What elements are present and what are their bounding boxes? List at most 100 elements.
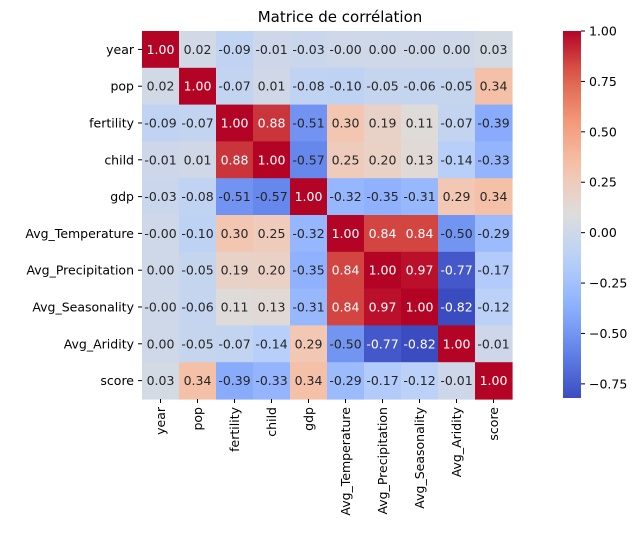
heatmap-cell xyxy=(475,141,513,179)
row-label: pop xyxy=(110,79,134,94)
cell-annotation: -0.03 xyxy=(144,189,176,204)
cell-annotation: 0.01 xyxy=(184,152,212,167)
heatmap-cell xyxy=(216,251,254,290)
heatmap-cell xyxy=(142,288,180,326)
cell-annotation: -0.29 xyxy=(329,373,361,388)
colorbar: −0.75 −0.50 −0.25 0.00 0.25 0.50 0.75 1.00 xyxy=(563,24,627,398)
colorbar-tick-label: 0.25 xyxy=(589,175,617,190)
cell-annotation: -0.06 xyxy=(181,300,213,315)
cell-annotation: 0.19 xyxy=(221,263,249,278)
cell-annotation: -0.17 xyxy=(477,263,509,278)
cell-annotation: -0.29 xyxy=(477,226,509,241)
heatmap-cell xyxy=(401,178,439,216)
heatmap-cell xyxy=(290,215,328,253)
row-label: Avg_Aridity xyxy=(64,336,135,351)
cell-annotation: 1.00 xyxy=(480,373,508,388)
colorbar-tick-label: −0.75 xyxy=(589,376,627,391)
heatmap-cell xyxy=(438,325,476,363)
heatmap-cell xyxy=(438,215,476,253)
heatmap-cell xyxy=(438,141,476,179)
cell-annotation: 0.29 xyxy=(295,336,323,351)
heatmap-cell xyxy=(253,288,291,326)
heatmap-cell xyxy=(438,178,476,216)
cell-annotation: -0.07 xyxy=(181,116,213,131)
heatmap-cell xyxy=(253,31,291,69)
heatmap-cell xyxy=(290,251,328,290)
cell-annotation: -0.07 xyxy=(218,336,250,351)
heatmap-cell xyxy=(364,362,402,400)
cell-annotation: 0.25 xyxy=(258,226,286,241)
cell-annotation: 1.00 xyxy=(369,263,397,278)
chart-title: Matrice de corrélation xyxy=(258,8,423,26)
cell-annotation: -0.82 xyxy=(440,300,472,315)
heatmap-cell xyxy=(401,31,439,69)
cell-annotation: 0.25 xyxy=(332,152,360,167)
cell-annotation: 0.02 xyxy=(147,79,175,94)
heatmap-cell xyxy=(438,31,476,69)
heatmap-cell xyxy=(401,215,439,253)
cell-annotation: -0.33 xyxy=(255,373,287,388)
heatmap-cell xyxy=(401,141,439,179)
cell-annotation: 0.00 xyxy=(147,336,175,351)
cell-annotation: 0.30 xyxy=(221,226,249,241)
heatmap-cell xyxy=(179,288,217,326)
cell-annotation: 1.00 xyxy=(406,300,434,315)
column-label: Avg_Temperature xyxy=(338,407,353,516)
heatmap-cell xyxy=(438,288,476,326)
heatmap-cell xyxy=(216,362,254,400)
cell-annotation: -0.14 xyxy=(440,152,472,167)
column-label: score xyxy=(486,407,501,441)
heatmap-cell xyxy=(327,141,365,179)
cell-annotation: 0.84 xyxy=(332,263,360,278)
cell-annotation: 0.20 xyxy=(258,263,286,278)
column-label: fertility xyxy=(227,406,242,451)
column-label: gdp xyxy=(301,407,316,431)
cell-annotation: -0.09 xyxy=(144,116,176,131)
heatmap-cell xyxy=(475,31,513,69)
cell-annotation: -0.32 xyxy=(292,226,324,241)
heatmap-cell xyxy=(216,215,254,253)
heatmap-cell xyxy=(290,178,328,216)
column-label: pop xyxy=(190,407,205,431)
row-label: year xyxy=(106,42,135,57)
cell-annotation: 1.00 xyxy=(332,226,360,241)
cell-annotation: -0.00 xyxy=(403,42,435,57)
row-label: score xyxy=(100,373,134,388)
heatmap-cell xyxy=(438,251,476,290)
heatmap-cell xyxy=(475,178,513,216)
cell-annotation: -0.10 xyxy=(329,79,361,94)
colorbar-tick-label: −0.50 xyxy=(589,326,627,341)
heatmap-cell xyxy=(475,104,513,142)
heatmap-cell xyxy=(142,141,180,179)
heatmap-cell xyxy=(216,141,254,179)
heatmap-cell xyxy=(290,31,328,69)
heatmap-cell xyxy=(364,251,402,290)
colorbar-tick-label: 0.50 xyxy=(589,124,617,139)
cell-annotation: 1.00 xyxy=(443,336,471,351)
heatmap-cell xyxy=(327,288,365,326)
heatmap-cell xyxy=(253,178,291,216)
heatmap-cell xyxy=(142,67,180,106)
heatmap-cell xyxy=(327,67,365,106)
heatmap-cell xyxy=(290,67,328,106)
heatmap-cells: 1.00 0.02 -0.09 -0.01 -0.03 -0.00 0.00 -0.00 0.0… xyxy=(142,31,513,400)
cell-annotation: -0.33 xyxy=(477,152,509,167)
cell-annotation: 1.00 xyxy=(221,116,249,131)
heatmap-cell xyxy=(216,67,254,106)
heatmap-cell xyxy=(253,104,291,142)
cell-annotation: -0.12 xyxy=(403,373,435,388)
heatmap-cell xyxy=(290,362,328,400)
heatmap-cell xyxy=(290,325,328,363)
heatmap-cell xyxy=(327,31,365,69)
heatmap-cell xyxy=(401,325,439,363)
cell-annotation: 0.97 xyxy=(406,263,434,278)
heatmap-cell xyxy=(179,178,217,216)
cell-annotation: 0.84 xyxy=(369,226,397,241)
cell-annotation: 0.00 xyxy=(147,263,175,278)
row-labels: year pop fertility child gdp Avg_Temperature A… xyxy=(25,42,142,388)
heatmap-cell xyxy=(364,325,402,363)
cell-annotation: 0.01 xyxy=(258,79,286,94)
cell-annotation: 0.34 xyxy=(480,189,508,204)
cell-annotation: 0.88 xyxy=(258,116,286,131)
